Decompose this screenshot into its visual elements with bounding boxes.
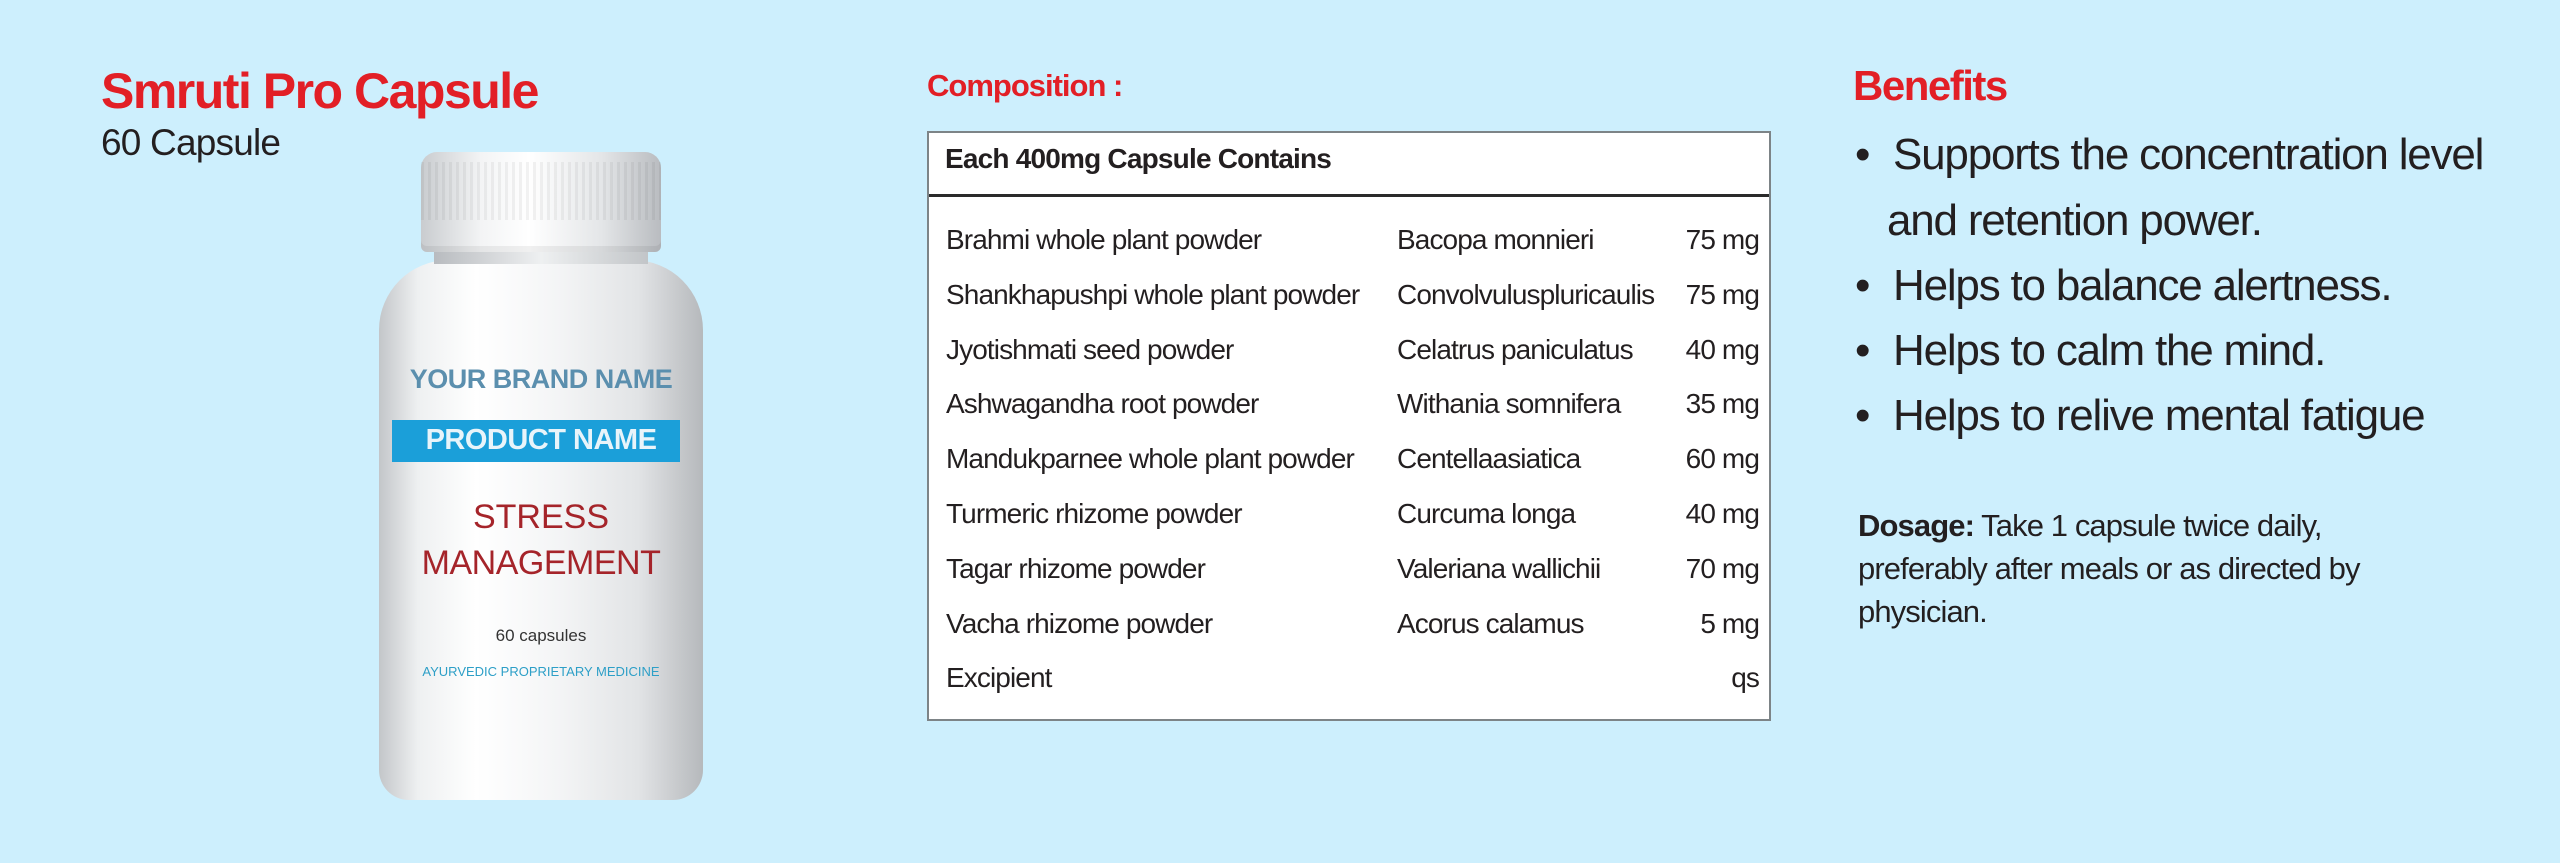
composition-row: Tagar rhizome powder Valeriana wallichii 7… xyxy=(929,553,1769,593)
ingredient-amount: 5 mg xyxy=(1700,607,1760,639)
bullet-icon: • xyxy=(1855,391,1870,440)
ingredient-amount: 35 mg xyxy=(1685,388,1760,420)
ingredient-amount: 75 mg xyxy=(1685,224,1760,255)
bottle-product-band xyxy=(392,420,680,462)
ingredient-name: Turmeric rhizome powder xyxy=(946,498,1243,529)
composition-table: Each 400mg Capsule Contains Brahmi whole… xyxy=(927,131,1771,721)
botanical-name: Acorus calamus xyxy=(1397,607,1584,639)
botanical-name: Curcuma longa xyxy=(1397,498,1576,529)
botanical-name: Valeriana wallichii xyxy=(1397,552,1601,584)
ingredient-name: Excipient xyxy=(946,662,1052,694)
benefit-item: • Supports the concentration level xyxy=(1855,130,2484,180)
bullet-icon: • xyxy=(1855,261,1870,310)
composition-table-header: Each 400mg Capsule Contains xyxy=(945,143,1332,174)
botanical-name: Celatrus paniculatus xyxy=(1397,333,1634,365)
ingredient-name: Ashwagandha root powder xyxy=(946,388,1259,420)
ingredient-amount: 70 mg xyxy=(1685,552,1760,584)
dosage-text-line2: preferably after meals or as directed by xyxy=(1858,551,2360,586)
bottle-label-line2: MANAGEMENT xyxy=(421,544,661,582)
composition-row: Vacha rhizome powder Acorus calamus 5 mg xyxy=(929,608,1769,648)
botanical-name: Withania somnifera xyxy=(1397,388,1621,420)
ingredient-amount: 40 mg xyxy=(1685,333,1760,365)
composition-row: Mandukparnee whole plant powder Centellaa… xyxy=(929,443,1769,483)
ingredient-amount: 75 mg xyxy=(1685,278,1760,310)
benefits-title: Benefits xyxy=(1853,62,2008,109)
botanical-name: Convolvuluspluricaulis xyxy=(1397,278,1655,310)
bottle-category: AYURVEDIC PROPRIETARY MEDICINE xyxy=(422,664,660,679)
product-subtitle: 60 Capsule xyxy=(101,122,281,163)
bottle-capsule-count: 60 capsules xyxy=(495,626,587,645)
ingredient-name: Brahmi whole plant powder xyxy=(946,224,1262,255)
composition-row: Brahmi whole plant powder Bacopa monnieri… xyxy=(929,224,1769,264)
composition-row: Excipient qs xyxy=(929,662,1769,702)
ingredient-amount: qs xyxy=(1731,662,1760,694)
botanical-name: Bacopa monnieri xyxy=(1397,224,1595,255)
bottle-cap xyxy=(421,152,661,252)
ingredient-name: Tagar rhizome powder xyxy=(946,552,1206,584)
composition-row: Ashwagandha root powder Withania somnifer… xyxy=(929,388,1769,428)
bullet-icon: • xyxy=(1855,326,1870,375)
ingredient-name: Shankhapushpi whole plant powder xyxy=(946,278,1360,310)
bottle-brand-name: YOUR BRAND NAME xyxy=(409,364,673,394)
dosage-line: Dosage: Take 1 capsule twice daily, xyxy=(1858,508,2322,544)
bottle-product-name: PRODUCT NAME xyxy=(425,424,657,456)
bottle-body xyxy=(379,260,703,800)
product-bottle-image: YOUR BRAND NAME PRODUCT NAME STRESS MANA… xyxy=(376,152,706,802)
ingredient-name: Jyotishmati seed powder xyxy=(946,333,1234,365)
benefit-text: Helps to relive mental fatigue xyxy=(1893,391,2426,440)
bottle-neck xyxy=(434,250,648,264)
ingredient-name: Mandukparnee whole plant powder xyxy=(946,443,1355,475)
ingredient-amount: 40 mg xyxy=(1685,498,1760,529)
benefit-item: • Helps to balance alertness. xyxy=(1855,261,2393,311)
dosage-text: Take 1 capsule twice daily, xyxy=(1981,508,2322,543)
dosage-label: Dosage: xyxy=(1858,508,1975,543)
composition-row: Shankhapushpi whole plant powder Convolvu… xyxy=(929,279,1769,319)
benefit-text: Helps to balance alertness. xyxy=(1893,261,2393,310)
header-divider xyxy=(929,194,1769,197)
benefit-item-continuation: and retention power. xyxy=(1887,196,2263,245)
ingredient-amount: 60 mg xyxy=(1685,443,1760,475)
bullet-icon: • xyxy=(1855,130,1870,179)
composition-title: Composition : xyxy=(927,68,1123,103)
botanical-name: Centellaasiatica xyxy=(1397,443,1581,475)
benefit-text: Supports the concentration level xyxy=(1893,130,2484,179)
benefit-item: • Helps to relive mental fatigue xyxy=(1855,391,2426,441)
bottle-label-line1: STRESS xyxy=(472,498,610,536)
benefit-text: Helps to calm the mind. xyxy=(1893,326,2326,375)
product-title: Smruti Pro Capsule xyxy=(101,63,540,119)
composition-row: Turmeric rhizome powder Curcuma longa 40 m… xyxy=(929,498,1769,538)
ingredient-name: Vacha rhizome powder xyxy=(946,607,1213,639)
composition-row: Jyotishmati seed powder Celatrus panicula… xyxy=(929,334,1769,374)
benefit-item: • Helps to calm the mind. xyxy=(1855,326,2326,376)
dosage-text-line3: physician. xyxy=(1858,594,1988,629)
